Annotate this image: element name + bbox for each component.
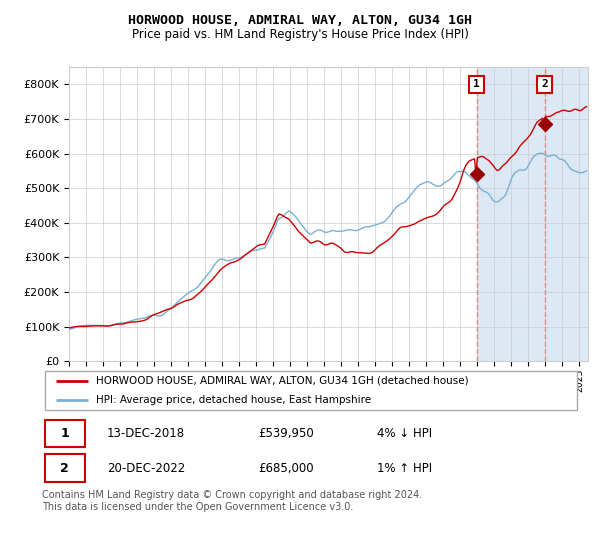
Text: 1: 1 (61, 427, 69, 440)
FancyBboxPatch shape (45, 454, 85, 482)
Text: HPI: Average price, detached house, East Hampshire: HPI: Average price, detached house, East… (96, 395, 371, 405)
Text: £685,000: £685,000 (258, 461, 314, 475)
Text: 2: 2 (61, 461, 69, 475)
Text: 2: 2 (541, 80, 548, 90)
Text: 1% ↑ HPI: 1% ↑ HPI (377, 461, 432, 475)
Text: 4% ↓ HPI: 4% ↓ HPI (377, 427, 432, 440)
Text: 20-DEC-2022: 20-DEC-2022 (107, 461, 185, 475)
Text: HORWOOD HOUSE, ADMIRAL WAY, ALTON, GU34 1GH (detached house): HORWOOD HOUSE, ADMIRAL WAY, ALTON, GU34 … (96, 376, 469, 386)
Bar (476, 67, 588, 361)
Text: Price paid vs. HM Land Registry's House Price Index (HPI): Price paid vs. HM Land Registry's House … (131, 28, 469, 41)
Text: 13-DEC-2018: 13-DEC-2018 (107, 427, 185, 440)
Text: 1: 1 (473, 80, 480, 90)
FancyBboxPatch shape (45, 419, 85, 447)
Text: HORWOOD HOUSE, ADMIRAL WAY, ALTON, GU34 1GH: HORWOOD HOUSE, ADMIRAL WAY, ALTON, GU34 … (128, 14, 472, 27)
Text: £539,950: £539,950 (258, 427, 314, 440)
Text: Contains HM Land Registry data © Crown copyright and database right 2024.
This d: Contains HM Land Registry data © Crown c… (42, 490, 422, 512)
FancyBboxPatch shape (45, 371, 577, 410)
